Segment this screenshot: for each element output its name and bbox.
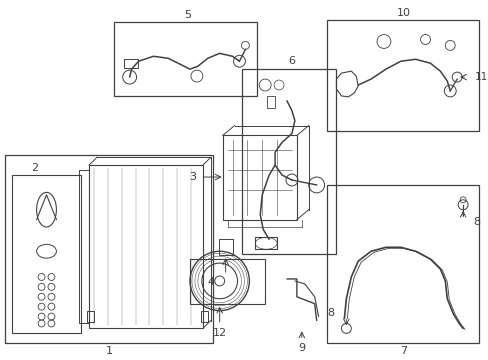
Bar [190, 259, 264, 304]
Text: 11: 11 [474, 72, 487, 82]
Text: 9: 9 [298, 343, 305, 353]
Text: 12: 12 [212, 328, 226, 338]
Bar [326, 20, 478, 131]
Bar [242, 69, 336, 254]
Text: 6: 6 [288, 56, 295, 66]
Bar [255, 237, 277, 249]
Text: 7: 7 [399, 346, 407, 356]
Bar [326, 185, 478, 343]
Bar [5, 155, 212, 343]
Text: 3: 3 [189, 172, 196, 182]
Bar [89, 165, 203, 328]
Text: 4: 4 [207, 277, 214, 287]
Text: 8: 8 [472, 217, 479, 226]
Bar [114, 22, 257, 96]
Text: 8: 8 [326, 307, 334, 318]
Bar [87, 311, 94, 323]
Bar [218, 239, 232, 255]
Bar [222, 135, 296, 220]
Bar [201, 311, 207, 323]
Bar [123, 59, 137, 68]
Bar [79, 170, 89, 324]
Bar [266, 96, 275, 108]
Bar [12, 175, 81, 333]
Text: 5: 5 [184, 10, 191, 20]
Text: 2: 2 [31, 163, 38, 173]
Text: 1: 1 [105, 346, 112, 356]
Text: 10: 10 [396, 8, 410, 18]
